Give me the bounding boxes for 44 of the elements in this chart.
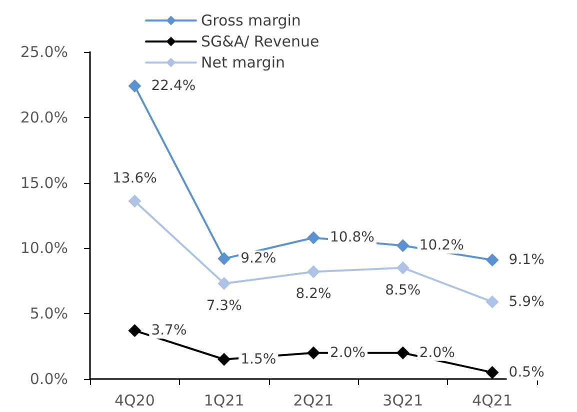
data-label: 22.4% [151,78,196,94]
y-tick-label: 25.0% [20,43,68,61]
point [396,346,410,360]
legend-label: Gross margin [201,12,376,30]
point [307,265,320,278]
legend-label: SG&A/ Revenue [201,32,394,50]
y-tick-label: 5.0% [30,304,68,323]
x-tick-label: 4Q21 [472,392,513,410]
point [486,295,499,308]
data-label: 13.6% [112,170,157,187]
data-label: 2.0% [419,344,455,361]
point [128,324,142,338]
x-tick-label: 4Q20 [114,392,155,410]
data-label: 10.8% [330,230,374,246]
point [486,253,499,266]
x-tick-label: 3Q21 [382,392,424,410]
point [218,352,231,366]
point [128,194,142,208]
point [396,261,410,274]
data-label: 8.2% [296,286,332,302]
y-tick-label: 0.0% [30,370,68,388]
data-label: 3.7% [151,322,187,339]
point [396,239,410,252]
data-label: 0.5% [508,364,544,380]
point [486,366,499,379]
y-tick-label: 15.0% [20,174,68,192]
data-label: 8.5% [385,282,421,298]
point [128,80,142,93]
point [307,346,320,360]
data-label: 10.2% [419,238,464,254]
data-label: 1.5% [240,351,276,368]
data-label: 9.2% [240,250,276,267]
y-tick-label: 10.0% [20,239,68,258]
y-tick-label: 20.0% [20,108,68,126]
x-tick-label: 1Q21 [204,392,244,410]
data-label: 9.1% [508,252,544,268]
data-label: 2.0% [330,344,366,361]
point [218,252,231,266]
data-label: 7.3% [206,298,242,314]
point [307,231,320,244]
data-label: 5.9% [508,294,544,310]
legend-label: Net margin [201,54,360,72]
x-tick-label: 2Q21 [293,392,334,410]
point [218,277,231,290]
